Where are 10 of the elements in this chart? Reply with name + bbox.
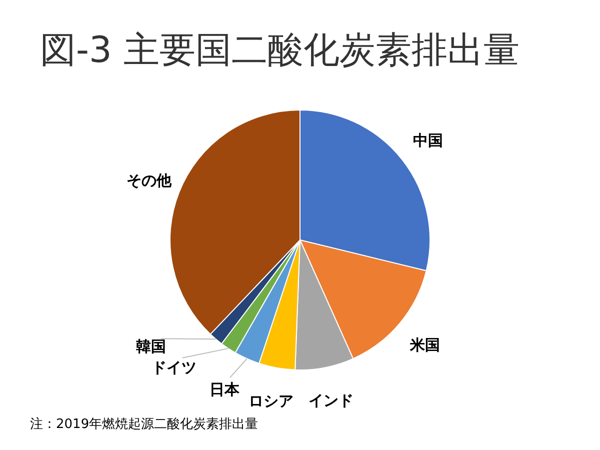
- slice-label: 韓国: [136, 338, 166, 356]
- slice-label: ドイツ: [151, 358, 196, 376]
- slice-label: 日本: [209, 380, 240, 398]
- chart-title: 図-3 主要国二酸化炭素排出量: [40, 30, 520, 71]
- slice-label: その他: [126, 172, 173, 190]
- slice-label: インド: [308, 392, 354, 410]
- slice-label: ロシア: [248, 392, 294, 410]
- text: 注：2019年燃焼起源二酸化炭素排出量: [30, 417, 258, 432]
- slice-label: 米国: [408, 336, 440, 354]
- slice-label: 中国: [412, 132, 443, 150]
